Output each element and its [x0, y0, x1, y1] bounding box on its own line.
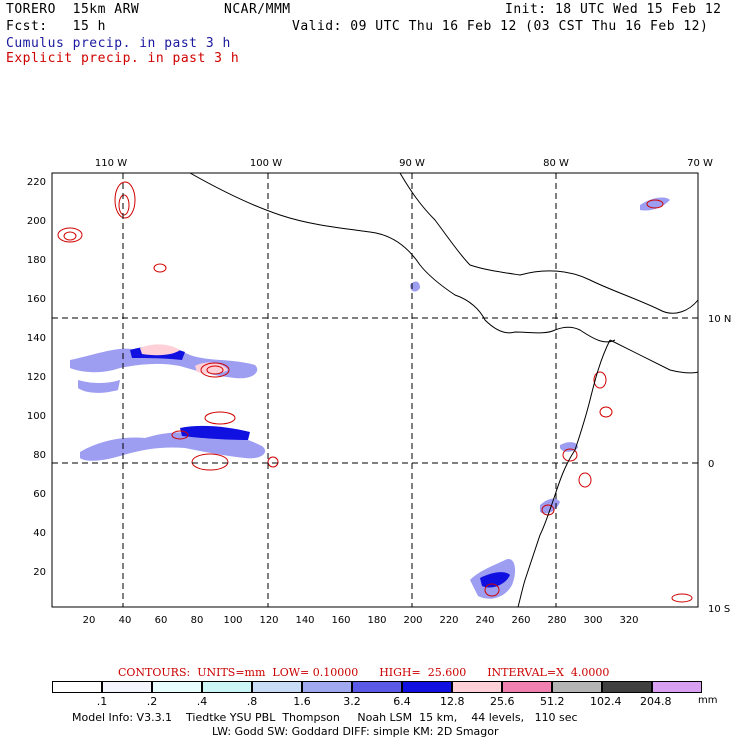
lon-label-70w: 70 W — [687, 158, 713, 169]
explicit-legend-label: Explicit precip. in past 3 h — [6, 51, 240, 66]
x-tick: 200 — [403, 615, 422, 626]
legend-level-label: 51.2 — [540, 695, 565, 708]
init-time: Init: 18 UTC Wed 15 Feb 12 — [505, 2, 722, 17]
lon-label-110w: 110 W — [95, 158, 127, 169]
legend-level-label: .1 — [96, 695, 108, 708]
legend-level-label: 1.6 — [293, 695, 311, 708]
legend-swatch — [302, 681, 352, 693]
x-tick: 60 — [155, 615, 168, 626]
x-tick: 320 — [619, 615, 638, 626]
y-tick: 40 — [33, 528, 46, 539]
legend-level-label: .8 — [246, 695, 258, 708]
x-axis-ticks: 20 40 60 80 100 120 140 160 180 200 220 … — [83, 615, 639, 626]
x-tick: 280 — [547, 615, 566, 626]
legend-swatch — [252, 681, 302, 693]
legend-swatch — [202, 681, 252, 693]
y-tick: 20 — [33, 567, 46, 578]
legend-level-label: 204.8 — [640, 695, 672, 708]
lat-label-10n: 10 N — [708, 314, 731, 325]
legend-swatch — [602, 681, 652, 693]
x-tick: 20 — [83, 615, 96, 626]
legend-level-label: 3.2 — [343, 695, 361, 708]
legend-level-label: 12.8 — [440, 695, 465, 708]
legend-swatch — [402, 681, 452, 693]
y-tick: 80 — [33, 450, 46, 461]
explicit-heavy-areas — [140, 344, 228, 374]
legend-swatch — [352, 681, 402, 693]
cumulus-core-areas — [130, 346, 510, 588]
valid-time: Valid: 09 UTC Thu 16 Feb 12 (03 CST Thu … — [292, 19, 709, 34]
x-tick: 220 — [439, 615, 458, 626]
x-tick: 120 — [259, 615, 278, 626]
legend-units: mm — [698, 695, 718, 706]
legend-swatch — [502, 681, 552, 693]
model-info-line1: Model Info: V3.3.1 Tiedtke YSU PBL Thomp… — [72, 711, 578, 724]
contours-info: CONTOURS: UNITS=mm LOW= 0.10000 HIGH= 25… — [118, 666, 610, 679]
x-tick: 40 — [119, 615, 132, 626]
coastlines — [189, 173, 698, 607]
y-tick: 180 — [27, 255, 46, 266]
cumulus-precip-areas — [70, 197, 670, 599]
legend-swatch — [452, 681, 502, 693]
legend-swatch — [552, 681, 602, 693]
y-tick: 100 — [27, 411, 46, 422]
y-tick: 120 — [27, 372, 46, 383]
legend-swatch — [52, 681, 102, 693]
legend-swatch — [102, 681, 152, 693]
y-tick: 60 — [33, 489, 46, 500]
precip-fields — [52, 173, 698, 607]
explicit-precip-contours — [57, 181, 693, 603]
x-tick: 300 — [583, 615, 602, 626]
x-tick: 140 — [295, 615, 314, 626]
lat-label-equator: 0 — [708, 459, 714, 470]
legend-swatch — [652, 681, 702, 693]
y-tick: 200 — [27, 216, 46, 227]
y-tick: 220 — [27, 177, 46, 188]
lat-label-10s: 10 S — [708, 604, 730, 615]
x-tick: 100 — [223, 615, 242, 626]
model-name: TORERO 15km ARW — [6, 2, 140, 17]
legend-level-label: .2 — [146, 695, 158, 708]
legend-level-label: .4 — [196, 695, 208, 708]
plot-frame — [51, 172, 699, 608]
cumulus-legend-label: Cumulus precip. in past 3 h — [6, 36, 231, 51]
x-tick: 240 — [475, 615, 494, 626]
legend-swatch — [152, 681, 202, 693]
x-tick: 160 — [331, 615, 350, 626]
lon-label-80w: 80 W — [543, 158, 569, 169]
legend-level-label: 25.6 — [490, 695, 515, 708]
organization: NCAR/MMM — [224, 2, 291, 17]
forecast-hour: Fcst: 15 h — [6, 19, 106, 34]
lon-label-90w: 90 W — [399, 158, 425, 169]
legend-level-label: 102.4 — [590, 695, 622, 708]
x-tick: 80 — [191, 615, 204, 626]
y-axis-ticks: 220 200 180 160 140 120 100 80 60 40 20 — [27, 177, 46, 578]
model-info-line2: LW: Godd SW: Goddard DIFF: simple KM: 2D… — [212, 725, 499, 738]
y-tick: 140 — [27, 333, 46, 344]
lat-lon-grid — [52, 173, 698, 607]
lon-label-100w: 100 W — [250, 158, 282, 169]
x-tick: 260 — [511, 615, 530, 626]
y-tick: 160 — [27, 294, 46, 305]
x-tick: 180 — [367, 615, 386, 626]
legend-level-label: 6.4 — [393, 695, 411, 708]
